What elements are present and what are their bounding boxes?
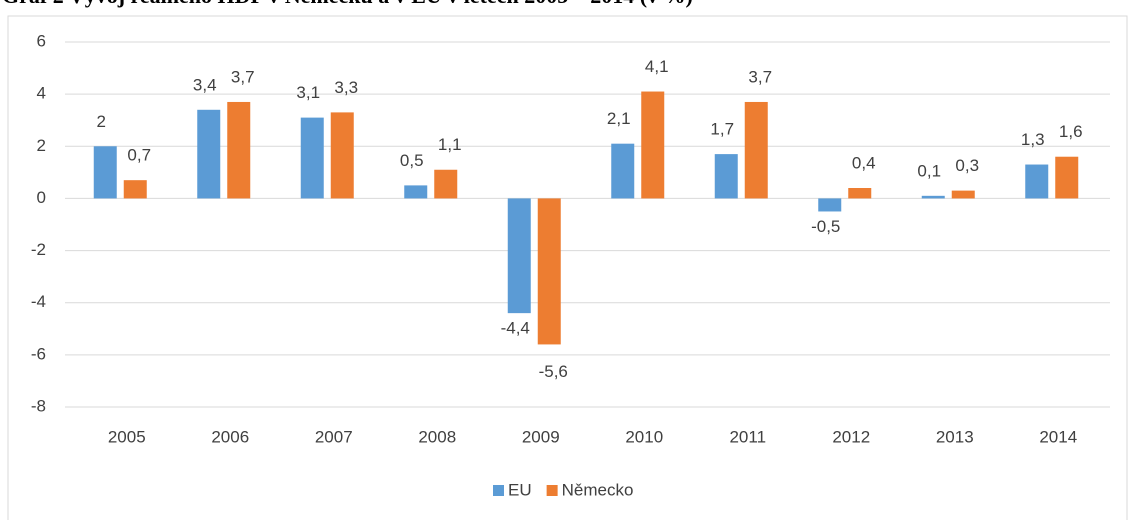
bar — [197, 109, 221, 199]
bar — [1055, 156, 1079, 199]
bar — [744, 101, 768, 199]
data-label: 0,3 — [955, 156, 979, 175]
bar — [300, 117, 324, 199]
legend-swatch — [493, 485, 504, 496]
data-label: 3,7 — [748, 67, 772, 86]
data-label: 1,1 — [438, 135, 462, 154]
legend-label: Německo — [562, 480, 634, 499]
bar — [434, 169, 458, 199]
data-label: 3,1 — [296, 83, 320, 102]
y-tick-label: -6 — [31, 344, 46, 363]
x-tick-label: 2013 — [936, 427, 974, 446]
bar — [93, 146, 117, 199]
bar — [330, 112, 354, 199]
bar — [1025, 164, 1049, 199]
x-tick-label: 2007 — [315, 427, 353, 446]
x-tick-label: 2010 — [625, 427, 663, 446]
y-tick-label: -4 — [31, 292, 46, 311]
data-label: 3,4 — [193, 75, 217, 94]
legend-label: EU — [508, 480, 532, 499]
data-label: 3,3 — [334, 78, 358, 97]
data-label: 1,7 — [710, 120, 734, 139]
data-label: 2,1 — [607, 109, 631, 128]
x-tick-label: 2005 — [108, 427, 146, 446]
x-tick-label: 2012 — [832, 427, 870, 446]
bar — [848, 188, 872, 199]
bar — [227, 101, 251, 199]
data-label: 0,4 — [852, 153, 876, 172]
y-tick-label: -2 — [31, 240, 46, 259]
data-label: 3,7 — [231, 67, 255, 86]
x-tick-label: 2014 — [1039, 427, 1077, 446]
data-label: 1,6 — [1059, 122, 1083, 141]
data-label: 0,1 — [917, 161, 941, 180]
y-tick-label: 2 — [37, 136, 46, 155]
data-label: 2 — [97, 112, 106, 131]
legend-swatch — [546, 485, 558, 496]
y-tick-label: 0 — [37, 188, 46, 207]
chart-title: Graf 2 Vývoj reálného HDP v Německu a v … — [2, 0, 693, 8]
bar — [507, 198, 531, 314]
bar — [951, 190, 975, 199]
data-label: 0,5 — [400, 151, 424, 170]
y-tick-label: -8 — [31, 396, 46, 415]
x-tick-label: 2008 — [418, 427, 456, 446]
x-tick-label: 2011 — [729, 427, 766, 446]
bar — [641, 91, 665, 199]
chart-frame — [7, 15, 1128, 520]
bar — [611, 143, 635, 199]
x-tick-label: 2006 — [211, 427, 249, 446]
data-label: 1,3 — [1021, 130, 1045, 149]
y-tick-label: 4 — [37, 84, 46, 103]
bar — [714, 154, 738, 199]
bar — [123, 180, 147, 199]
bar — [404, 185, 428, 199]
y-tick-label: 6 — [37, 31, 46, 50]
bar — [921, 195, 945, 199]
data-label: -4,4 — [501, 319, 530, 338]
data-label: -5,6 — [539, 362, 568, 381]
bar — [818, 198, 842, 212]
data-label: 4,1 — [645, 57, 669, 76]
x-tick-label: 2009 — [522, 427, 560, 446]
data-label: 0,7 — [127, 146, 151, 165]
data-label: -0,5 — [811, 217, 840, 236]
bar — [537, 198, 561, 345]
